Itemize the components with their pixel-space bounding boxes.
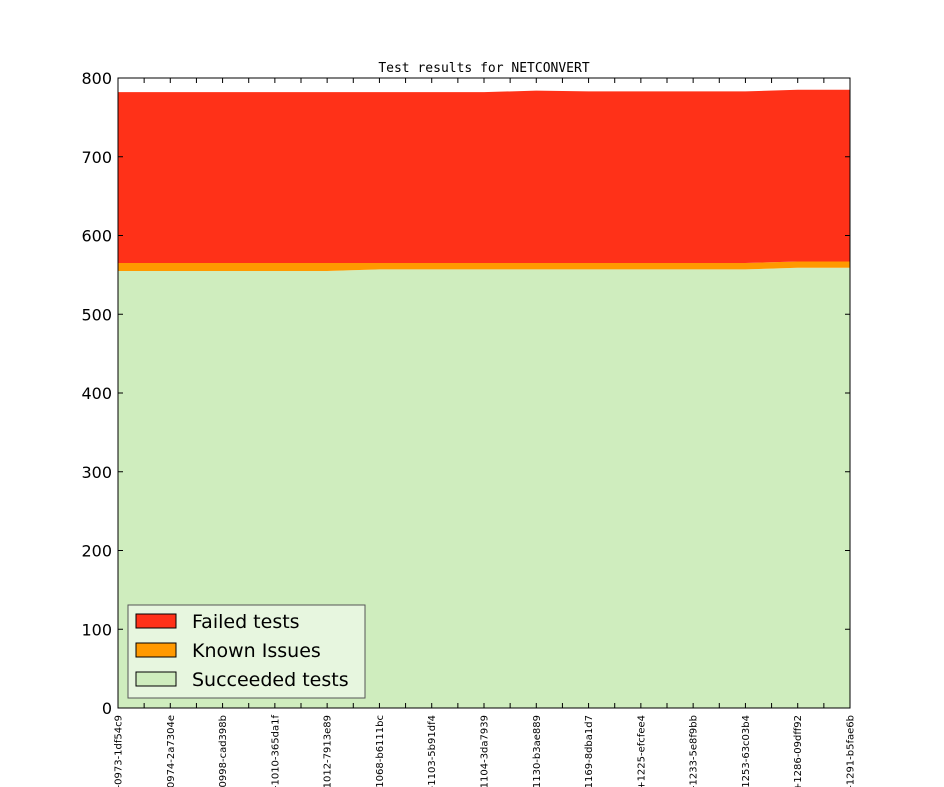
x-tick-label-10: +1225-efcfee4 xyxy=(636,715,647,787)
area-series-2 xyxy=(118,89,850,264)
x-tick-label-4: 1012-7913e89 xyxy=(323,715,334,787)
y-tick-label-8: 800 xyxy=(81,69,112,88)
chart-title: Test results for NETCONVERT xyxy=(378,61,589,76)
x-tick-label-14: -1291-b5fae6b xyxy=(846,715,857,787)
y-tick-label-7: 700 xyxy=(81,148,112,167)
x-tick-label-9: 1169-8dba1d7 xyxy=(584,715,595,787)
y-tick-label-1: 100 xyxy=(81,620,112,639)
x-tick-label-6: -1103-5b91df4 xyxy=(427,715,438,787)
x-axis: -0973-1df54c9 0974-2a7304e 0998-cad398b -10… xyxy=(114,78,857,787)
x-tick-label-1: 0974-2a7304e xyxy=(166,715,177,787)
y-tick-label-5: 500 xyxy=(81,305,112,324)
area-series-0 xyxy=(118,267,850,708)
area-series-1 xyxy=(118,261,850,271)
stacked-areas xyxy=(118,89,850,708)
x-tick-label-13: +1286-09dff92 xyxy=(793,715,804,787)
legend-swatch-1 xyxy=(135,642,177,658)
legend-swatch-2 xyxy=(135,671,177,687)
x-tick-label-0: -0973-1df54c9 xyxy=(114,715,125,787)
x-tick-label-5: 1068-b6111bc xyxy=(375,715,386,787)
y-tick-label-3: 300 xyxy=(81,463,112,482)
x-tick-label-7: 1104-3da7939 xyxy=(480,715,491,787)
y-tick-label-2: 200 xyxy=(81,542,112,561)
x-tick-label-3: -1010-365da1f xyxy=(270,715,281,787)
y-tick-label-6: 600 xyxy=(81,227,112,246)
legend-label-1: Known Issues xyxy=(192,640,321,662)
x-tick-label-2: 0998-cad398b xyxy=(218,715,229,787)
x-tick-label-8: 1130-b3ae889 xyxy=(532,715,543,787)
y-axis: 0 100 200 300 400 500 600 700 800 xyxy=(81,69,850,718)
y-tick-label-4: 400 xyxy=(81,384,112,403)
x-tick-label-11: -1233-5e8f9bb xyxy=(689,715,700,787)
legend-swatch-0 xyxy=(135,613,177,629)
legend-label-0: Failed tests xyxy=(192,611,300,633)
legend-label-2: Succeeded tests xyxy=(192,669,349,691)
x-tick-label-12: 1253-63c03b4 xyxy=(741,715,752,787)
y-tick-label-0: 0 xyxy=(102,699,112,718)
legend: Failed tests Known Issues Succeeded tests xyxy=(127,604,366,699)
